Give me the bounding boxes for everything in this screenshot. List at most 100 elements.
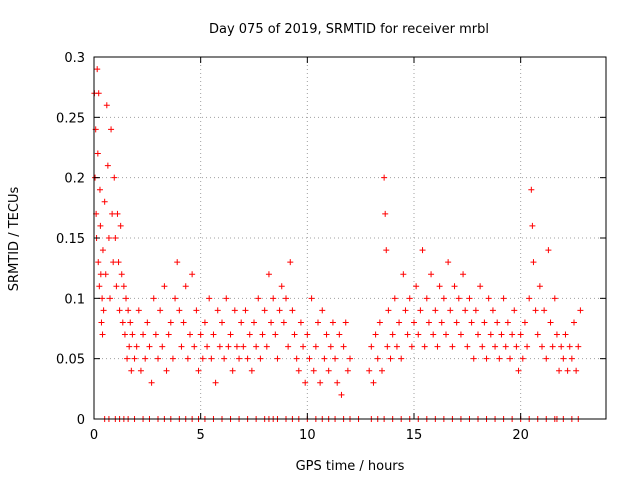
data-point bbox=[347, 355, 353, 362]
data-point bbox=[577, 307, 584, 314]
data-point bbox=[573, 367, 580, 374]
data-point bbox=[517, 331, 524, 338]
data-point bbox=[436, 283, 443, 290]
data-point bbox=[276, 307, 283, 314]
data-point bbox=[233, 343, 240, 350]
data-point bbox=[498, 331, 505, 338]
data-point bbox=[102, 271, 109, 278]
data-point bbox=[259, 331, 266, 338]
grid-lines bbox=[94, 57, 606, 419]
data-point bbox=[187, 331, 193, 338]
data-point bbox=[479, 343, 486, 350]
y-tick-label: 0.15 bbox=[56, 232, 85, 247]
data-point bbox=[415, 331, 422, 338]
data-point bbox=[231, 307, 238, 314]
data-point bbox=[434, 343, 441, 350]
data-point bbox=[270, 295, 277, 302]
data-point bbox=[109, 210, 116, 217]
x-tick-label: 0 bbox=[90, 428, 98, 443]
data-point bbox=[515, 367, 522, 374]
data-point bbox=[116, 307, 123, 314]
data-point bbox=[263, 343, 270, 350]
data-point bbox=[148, 379, 155, 386]
data-point bbox=[340, 343, 347, 350]
data-point bbox=[99, 295, 106, 302]
data-point bbox=[477, 283, 484, 290]
data-point bbox=[425, 319, 432, 326]
data-point bbox=[99, 247, 106, 254]
data-point bbox=[481, 319, 488, 326]
data-point bbox=[325, 367, 332, 374]
data-point bbox=[193, 307, 200, 314]
data-point bbox=[214, 307, 221, 314]
data-point bbox=[400, 271, 407, 278]
data-point bbox=[124, 355, 131, 362]
data-point bbox=[95, 90, 102, 97]
data-point bbox=[547, 319, 554, 326]
data-point bbox=[472, 307, 479, 314]
data-point bbox=[379, 367, 385, 374]
data-point bbox=[94, 66, 101, 73]
data-point bbox=[174, 259, 181, 266]
data-point bbox=[204, 343, 211, 350]
data-point bbox=[376, 319, 383, 326]
data-point bbox=[180, 319, 187, 326]
data-point bbox=[105, 235, 112, 241]
data-point bbox=[470, 355, 477, 362]
data-point bbox=[455, 295, 462, 302]
data-point bbox=[447, 307, 454, 314]
data-point bbox=[155, 355, 161, 362]
data-point bbox=[184, 355, 191, 362]
data-point bbox=[208, 355, 215, 362]
data-point bbox=[462, 307, 469, 314]
data-point bbox=[182, 283, 189, 290]
data-point bbox=[152, 331, 159, 338]
data-point bbox=[127, 319, 134, 326]
x-tick-label: 5 bbox=[197, 428, 205, 443]
data-point bbox=[419, 247, 426, 254]
data-point bbox=[300, 343, 307, 350]
data-point bbox=[475, 331, 481, 338]
data-point bbox=[117, 222, 124, 229]
data-point bbox=[95, 259, 102, 266]
data-point bbox=[315, 319, 321, 326]
data-point bbox=[98, 319, 105, 326]
data-point bbox=[274, 355, 281, 362]
data-point bbox=[381, 174, 388, 181]
data-point bbox=[113, 283, 120, 290]
data-point bbox=[432, 307, 439, 314]
data-point bbox=[293, 355, 300, 362]
y-tick-label: 0.25 bbox=[56, 111, 85, 126]
data-point bbox=[423, 295, 430, 302]
data-point bbox=[417, 307, 424, 314]
data-point bbox=[521, 319, 528, 326]
data-point bbox=[483, 355, 490, 362]
data-point bbox=[344, 367, 351, 374]
data-point bbox=[144, 319, 151, 326]
data-point bbox=[406, 295, 413, 302]
data-point bbox=[133, 343, 140, 350]
data-point bbox=[393, 343, 400, 350]
data-point bbox=[385, 307, 392, 314]
data-point bbox=[539, 343, 545, 350]
data-point bbox=[408, 343, 415, 350]
data-point bbox=[219, 319, 225, 326]
data-point bbox=[129, 331, 136, 338]
data-point bbox=[306, 355, 313, 362]
data-point bbox=[370, 379, 377, 386]
data-point bbox=[466, 295, 473, 302]
data-point bbox=[438, 319, 445, 326]
data-point bbox=[336, 331, 343, 338]
data-point bbox=[103, 102, 110, 109]
data-point bbox=[195, 367, 202, 374]
data-point bbox=[468, 319, 475, 326]
data-point bbox=[128, 367, 135, 374]
data-point bbox=[332, 355, 339, 362]
data-point bbox=[342, 319, 349, 326]
y-tick-label: 0.05 bbox=[56, 353, 85, 368]
data-points bbox=[91, 66, 584, 422]
axis-ticks: 0 0.05 0.1 0.15 0.2 0.25 0.3 0 5 10 15 20 bbox=[56, 51, 606, 443]
data-point bbox=[96, 283, 103, 290]
data-point bbox=[566, 343, 573, 350]
data-point bbox=[163, 367, 170, 374]
